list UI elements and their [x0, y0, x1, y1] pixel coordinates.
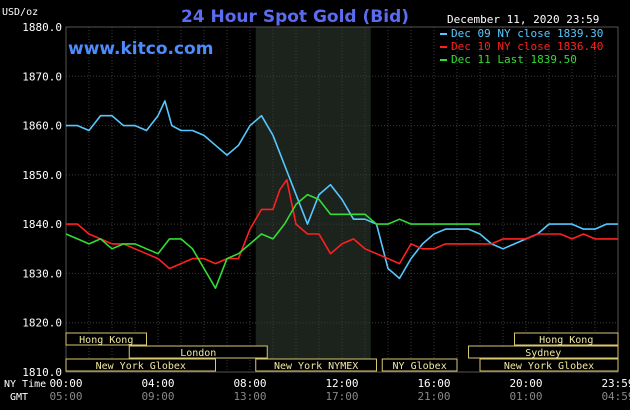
series-line-3 — [65, 193, 480, 290]
plot-frame — [65, 26, 619, 373]
market-session-bar — [479, 358, 619, 372]
timestamp: December 11, 2020 23:59 — [447, 13, 599, 26]
market-session-bar — [468, 345, 619, 359]
market-session-label: New York Globex — [504, 361, 594, 372]
market-session-bar — [255, 358, 377, 372]
market-session-label: New York NYMEX — [274, 361, 358, 372]
grid-layer — [65, 26, 619, 373]
legend-entry-3: Dec 11 Last 1839.50 — [451, 53, 577, 66]
y-tick-label: 1820.0 — [22, 317, 62, 330]
y-tick-label: 1840.0 — [22, 218, 62, 231]
market-session-label: Hong Kong — [539, 335, 593, 346]
y-tick-label: 1810.0 — [22, 366, 62, 379]
series-line-1 — [66, 100, 618, 280]
series-layer — [65, 100, 618, 290]
market-sessions-layer: Hong Kong London New York Globex New York N… — [65, 332, 619, 372]
market-session-bar — [128, 345, 268, 359]
watermark-url: www.kitco.com — [68, 39, 213, 59]
market-session-label: London — [180, 348, 216, 359]
y-tick-label: 1830.0 — [22, 267, 62, 280]
x-tick-label-gmt: 05:00 — [49, 390, 82, 403]
x-tick-label-ny: 08:00 — [233, 377, 266, 390]
y-tick-label: 1880.0 — [22, 21, 62, 34]
x-tick-label-ny: 23:59 — [601, 377, 630, 390]
x-tick-label-ny: 04:00 — [141, 377, 174, 390]
market-session-bar — [65, 358, 216, 372]
x-tick-label-gmt: 21:00 — [417, 390, 450, 403]
x-tick-label-ny: 16:00 — [417, 377, 450, 390]
legend-entry-2: Dec 10 NY close 1836.40 — [451, 40, 603, 53]
market-session-label: Hong Kong — [79, 335, 133, 346]
ny-time-label: NY Time — [4, 379, 46, 390]
market-session-bar — [65, 332, 147, 346]
legend-entry-1: Dec 09 NY close 1839.30 — [451, 27, 603, 40]
market-session-bar — [514, 332, 619, 346]
x-tick-label-gmt: 17:00 — [325, 390, 358, 403]
market-session-bar — [381, 358, 458, 372]
x-tick-label-ny: 00:00 — [49, 377, 82, 390]
x-tick-label-gmt: 13:00 — [233, 390, 266, 403]
gmt-label: GMT — [10, 392, 28, 403]
x-tick-label-gmt: 04:59 — [601, 390, 630, 403]
y-tick-label: 1860.0 — [22, 120, 62, 133]
series-line-2 — [66, 179, 618, 270]
market-session-label: New York Globex — [96, 361, 186, 372]
market-session-label: Sydney — [525, 348, 561, 359]
y-tick-label: 1850.0 — [22, 169, 62, 182]
x-tick-label-ny: 12:00 — [325, 377, 358, 390]
y-tick-label: 1870.0 — [22, 70, 62, 83]
x-tick-label-gmt: 01:00 — [509, 390, 542, 403]
nymex-shaded-region — [255, 27, 371, 372]
market-session-label: NY Globex — [393, 361, 447, 372]
axis-layer: 1880.0 1870.0 1860.0 1850.0 1840.0 1830.0 1820… — [22, 21, 630, 403]
x-tick-label-ny: 20:00 — [509, 377, 542, 390]
x-tick-label-gmt: 09:00 — [141, 390, 174, 403]
y-axis-label: USD/oz — [2, 7, 38, 18]
nymex-shaded-region-layer — [255, 27, 371, 372]
chart-title: 24 Hour Spot Gold (Bid) — [181, 7, 409, 27]
